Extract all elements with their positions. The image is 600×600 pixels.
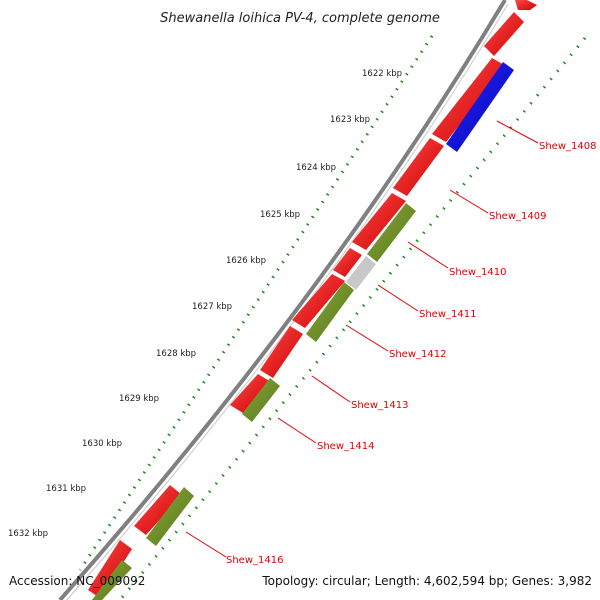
outer-tick-ring xyxy=(78,35,434,571)
leader-line xyxy=(345,324,389,352)
leader-line xyxy=(311,375,351,403)
accession-text: Accession: NC_009092 xyxy=(9,574,145,588)
gene-label[interactable]: Shew_1408 xyxy=(539,141,596,152)
cds-feature[interactable] xyxy=(352,193,406,250)
gene-label[interactable]: Shew_1416 xyxy=(226,555,283,566)
genome-summary: Topology: circular; Length: 4,602,594 bp… xyxy=(261,574,592,588)
gene-label[interactable]: Shew_1410 xyxy=(449,267,506,278)
leader-line xyxy=(377,284,419,312)
cds-feature[interactable] xyxy=(484,12,524,56)
gene-label[interactable]: Shew_1413 xyxy=(351,400,408,411)
cds-feature[interactable] xyxy=(292,274,345,328)
ortholog-block[interactable] xyxy=(146,487,194,546)
kbp-label: 1627 kbp xyxy=(192,302,232,312)
cds-feature[interactable] xyxy=(515,0,537,10)
gene-label[interactable]: Shew_1409 xyxy=(489,211,546,222)
gene-label[interactable]: Shew_1414 xyxy=(317,441,374,452)
leader-line xyxy=(277,417,317,444)
map-title: Shewanella loihica PV-4, complete genome xyxy=(160,11,440,26)
kbp-label: 1628 kbp xyxy=(156,349,196,359)
unmatched-block[interactable] xyxy=(346,256,376,290)
cds-feature[interactable] xyxy=(393,138,444,196)
kbp-label: 1629 kbp xyxy=(119,394,159,404)
ortholog-block[interactable] xyxy=(367,203,416,262)
kbp-label: 1623 kbp xyxy=(330,115,370,125)
leader-line xyxy=(496,120,539,144)
cds-feature[interactable] xyxy=(134,485,182,535)
kbp-label: 1631 kbp xyxy=(46,484,86,494)
gene-label-leaders xyxy=(185,120,539,558)
leader-line xyxy=(185,531,227,558)
cds-forward-track xyxy=(88,0,537,598)
kbp-label: 1626 kbp xyxy=(226,256,266,266)
backbone-outer xyxy=(58,0,507,600)
kbp-label: 1630 kbp xyxy=(82,439,122,449)
gene-labels: Shew_1408 Shew_1409 Shew_1410 Shew_1411 … xyxy=(226,141,596,566)
ortholog-track xyxy=(92,203,416,600)
gene-label[interactable]: Shew_1412 xyxy=(389,349,446,360)
ortholog-block[interactable] xyxy=(306,282,354,342)
cds-feature[interactable] xyxy=(260,326,303,378)
cds-feature[interactable] xyxy=(88,540,132,598)
rna-feature[interactable] xyxy=(446,62,514,152)
ortholog-block[interactable] xyxy=(92,560,132,600)
kbp-label: 1632 kbp xyxy=(8,529,48,539)
cds-feature[interactable] xyxy=(333,248,362,277)
leader-line xyxy=(407,241,449,269)
cds-feature[interactable] xyxy=(230,374,271,413)
cds-feature[interactable] xyxy=(432,58,506,142)
ortholog-block[interactable] xyxy=(242,378,280,422)
kbp-label: 1622 kbp xyxy=(362,69,402,79)
kbp-label: 1625 kbp xyxy=(260,210,300,220)
kbp-label: 1624 kbp xyxy=(296,163,336,173)
backbone-highlight xyxy=(65,3,509,600)
gene-label[interactable]: Shew_1411 xyxy=(419,309,476,320)
leader-line xyxy=(449,189,489,214)
kbp-labels: 1622 kbp 1623 kbp 1624 kbp 1625 kbp 1626… xyxy=(8,69,402,539)
